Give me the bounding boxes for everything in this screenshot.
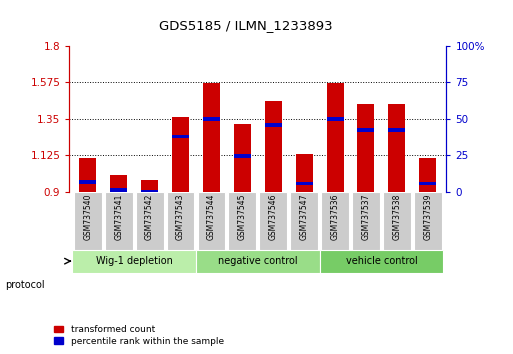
Text: negative control: negative control [218,256,298,266]
FancyBboxPatch shape [74,192,102,250]
Bar [388,128,405,132]
Text: GSM737544: GSM737544 [207,194,216,240]
Text: GSM737538: GSM737538 [392,194,401,240]
Bar [295,154,312,192]
Bar [203,83,220,192]
Bar [172,117,189,192]
Bar [419,158,436,192]
Bar [141,180,158,192]
FancyBboxPatch shape [72,250,196,273]
Bar [203,117,220,121]
Text: GSM737545: GSM737545 [238,194,247,240]
Text: protocol: protocol [5,280,45,290]
Text: Wig-1 depletion: Wig-1 depletion [96,256,172,266]
FancyBboxPatch shape [198,192,225,250]
Text: GSM737546: GSM737546 [269,194,278,240]
FancyBboxPatch shape [321,192,349,250]
Bar [141,190,158,193]
Bar [172,135,189,138]
Bar [80,158,96,192]
FancyBboxPatch shape [260,192,287,250]
Text: GSM737541: GSM737541 [114,194,123,240]
Bar [327,83,344,192]
Text: GSM737547: GSM737547 [300,194,309,240]
Text: GSM737536: GSM737536 [330,194,340,240]
Bar [80,180,96,184]
Bar [234,124,251,192]
Text: vehicle control: vehicle control [346,256,417,266]
Bar [295,182,312,185]
FancyBboxPatch shape [383,192,411,250]
Bar [265,124,282,127]
Bar [110,188,127,192]
FancyBboxPatch shape [196,250,320,273]
Bar [388,104,405,192]
Text: GSM737537: GSM737537 [362,194,370,240]
Bar [419,182,436,185]
Bar [110,175,127,192]
Bar [358,104,374,192]
Bar [234,154,251,158]
Text: GSM737543: GSM737543 [176,194,185,240]
Bar [265,101,282,192]
FancyBboxPatch shape [290,192,318,250]
Text: GSM737542: GSM737542 [145,194,154,240]
FancyBboxPatch shape [167,192,194,250]
FancyBboxPatch shape [352,192,380,250]
Bar [358,128,374,132]
Text: GSM737540: GSM737540 [83,194,92,240]
FancyBboxPatch shape [414,192,442,250]
Legend: transformed count, percentile rank within the sample: transformed count, percentile rank withi… [51,321,227,349]
Bar [327,117,344,121]
FancyBboxPatch shape [228,192,256,250]
FancyBboxPatch shape [320,250,443,273]
FancyBboxPatch shape [136,192,164,250]
Text: GDS5185 / ILMN_1233893: GDS5185 / ILMN_1233893 [160,19,333,32]
FancyBboxPatch shape [105,192,133,250]
Text: GSM737539: GSM737539 [423,194,432,240]
